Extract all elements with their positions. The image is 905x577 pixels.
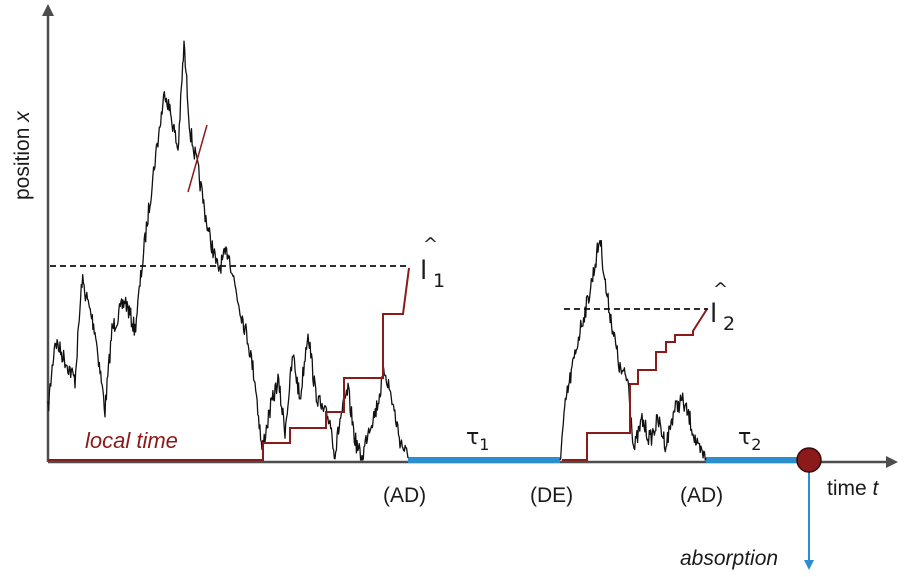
tau2-label: τ2 — [738, 425, 761, 454]
absorption-dot — [796, 447, 822, 473]
event-ad-2: (AD) — [680, 484, 723, 507]
threshold-l1-hat: ^ — [423, 234, 438, 255]
brownian-trajectory — [47, 40, 707, 461]
event-de: (DE) — [530, 484, 573, 507]
threshold-l1-letter: l — [420, 256, 427, 286]
tau1-label: τ1 — [466, 425, 489, 454]
trajectory-segment-3 — [559, 239, 707, 461]
event-ad-1: (AD) — [383, 484, 426, 507]
tangent-mark — [187, 124, 208, 193]
threshold-l2-sub: 2 — [723, 313, 735, 335]
local-time-label: local time — [85, 428, 178, 453]
local-time-curve-1 — [48, 267, 410, 461]
threshold-l2-letter: l — [710, 299, 717, 329]
threshold-l2-hat: ^ — [713, 279, 728, 300]
absorption-label: absorption — [680, 547, 778, 570]
trajectory-segment-1 — [47, 40, 263, 451]
trajectory-segment-2 — [261, 333, 409, 461]
threshold-l1-sub: 1 — [433, 270, 445, 292]
local-time-curve-2 — [562, 308, 708, 461]
y-axis-label: position x — [11, 110, 34, 200]
x-axis-label: time t — [827, 477, 880, 500]
